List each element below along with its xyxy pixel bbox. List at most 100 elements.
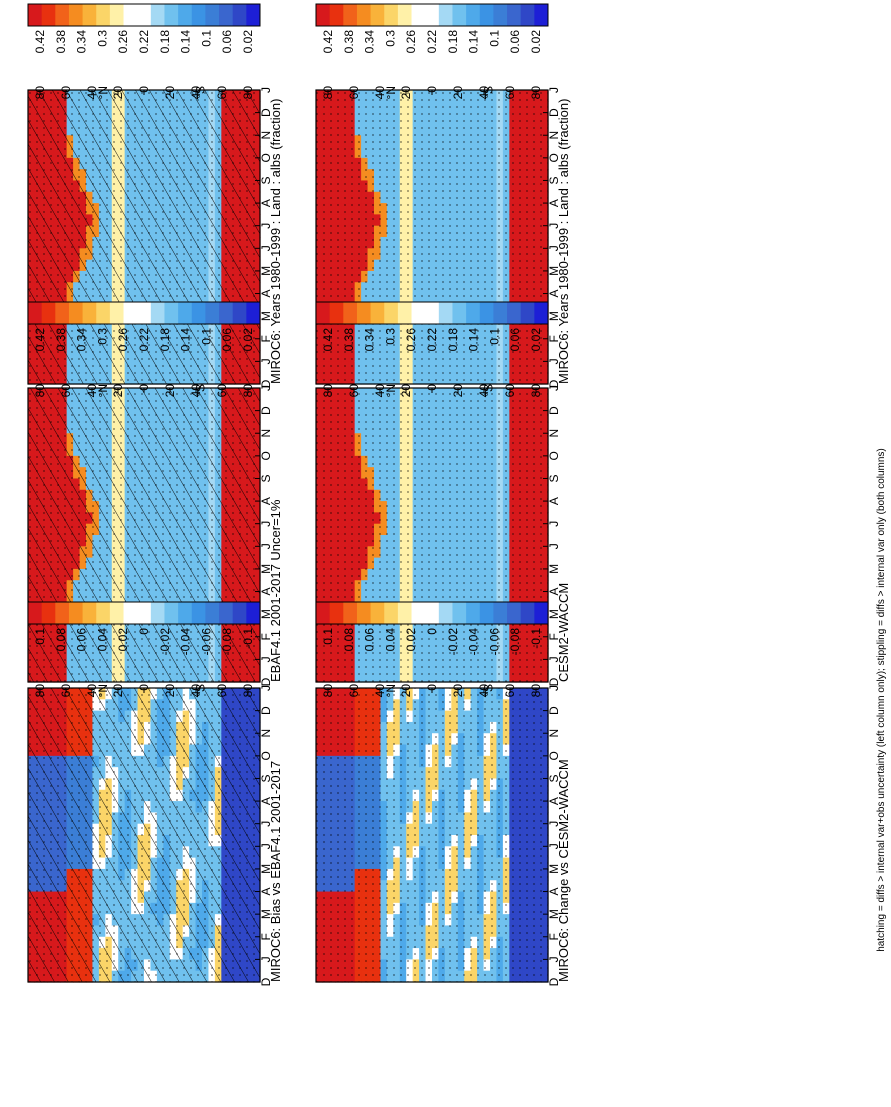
colorbar-tick-label: 0.14 xyxy=(179,30,193,54)
panel-title: MIROC6: Years 1980-1999 : Land : albs (f… xyxy=(268,99,283,384)
month-tick-label: J xyxy=(547,358,561,364)
colorbar-swatch xyxy=(466,4,481,26)
month-tick-label: M xyxy=(259,864,273,874)
colorbar-swatch xyxy=(466,302,481,324)
lat-tick-label: 40 xyxy=(477,86,491,100)
colorbar-frame xyxy=(27,601,261,625)
colorbar-swatch xyxy=(246,602,261,624)
lat-tick-label: 80 xyxy=(33,86,47,100)
lat-tick-label: 40 xyxy=(189,384,203,398)
month-tick-label: J xyxy=(259,245,273,251)
colorbar-swatch xyxy=(205,602,220,624)
hemisphere-label-north: °N xyxy=(96,384,110,397)
colorbar-tick-label: 0.02 xyxy=(241,328,255,352)
colorbar-swatch xyxy=(164,302,179,324)
plot-p4 xyxy=(315,89,549,385)
month-tick-label: M xyxy=(259,266,273,276)
month-tick-label: J xyxy=(259,821,273,827)
month-tick-label: F xyxy=(547,335,561,342)
hemisphere-label-south: °S xyxy=(193,86,207,99)
lat-tick-label: 0 xyxy=(425,86,439,93)
lat-tick-label: 80 xyxy=(241,86,255,100)
colorbar-tick-label: 0.1 xyxy=(199,328,213,345)
colorbar-swatch xyxy=(41,302,56,324)
month-tick-label: J xyxy=(259,656,273,662)
colorbar-swatch xyxy=(232,4,247,26)
colorbar-tick-label: 0.06 xyxy=(508,328,522,352)
colorbar-tick-label: 0.42 xyxy=(321,328,335,352)
colorbar-swatch xyxy=(178,4,193,26)
lat-tick-label: 40 xyxy=(373,86,387,100)
colorbar-swatch xyxy=(232,302,247,324)
month-tick-label: F xyxy=(259,335,273,342)
month-tick-label: J xyxy=(547,87,561,93)
colorbar-swatch xyxy=(493,4,508,26)
colorbar-tick-label: 0.02 xyxy=(529,30,543,54)
lat-tick-label: 80 xyxy=(529,86,543,100)
colorbar-swatch xyxy=(356,4,372,26)
colorbar-tick-label: 0.3 xyxy=(383,328,397,345)
colorbar-swatch xyxy=(55,602,70,624)
lat-tick-label: 20 xyxy=(163,86,177,100)
lat-tick-label: 80 xyxy=(241,384,255,398)
lat-tick-label: 80 xyxy=(33,684,47,698)
month-tick-label: D xyxy=(547,379,561,388)
colorbar-swatch xyxy=(507,4,522,26)
colorbar-tick-label: 0.06 xyxy=(508,30,522,54)
panel-title: MIROC6: Bias vs EBAF4.1 2001-2017 xyxy=(268,761,283,982)
colorbar-swatch xyxy=(246,302,261,324)
colorbar-swatch xyxy=(356,302,372,324)
colorbar-swatch xyxy=(452,4,467,26)
hemisphere-label-north: °N xyxy=(384,86,398,99)
lat-tick-label: 0 xyxy=(137,384,151,391)
colorbar-swatch xyxy=(150,602,165,624)
lat-tick-label: 20 xyxy=(111,384,125,398)
colorbar-swatch xyxy=(96,602,111,624)
colorbar-swatch xyxy=(534,302,549,324)
colorbar-tick-label: 0 xyxy=(137,628,151,635)
colorbar-p3: 0.1 0.08 0.06 0.04 0.02 0 -0.02 -0.04 -0.06 -0.08… xyxy=(27,601,261,655)
month-tick-label: D xyxy=(547,108,561,117)
month-tick-label: J xyxy=(547,245,561,251)
colorbar-swatch xyxy=(343,302,358,324)
colorbar-tick-label: 0.14 xyxy=(179,328,193,352)
colorbar-swatch xyxy=(219,4,234,26)
lat-tick-label: 20 xyxy=(111,86,125,100)
month-tick-label: D xyxy=(259,379,273,388)
month-tick-label: D xyxy=(259,406,273,415)
colorbar-swatch xyxy=(96,4,111,26)
month-tick-label: J xyxy=(259,521,273,527)
plot-p2 xyxy=(27,387,261,683)
lat-tick-label: 20 xyxy=(163,384,177,398)
colorbar-swatch xyxy=(411,302,426,324)
colorbar-tick-label: -0.1 xyxy=(241,628,255,649)
month-tick-label: J xyxy=(259,543,273,549)
month-tick-label: M xyxy=(259,609,273,619)
month-tick-label: S xyxy=(259,774,273,782)
month-tick-label: O xyxy=(259,451,273,460)
colorbar-tick-label: 0.1 xyxy=(487,30,501,47)
colorbar-tick-label: 0.08 xyxy=(54,628,68,652)
colorbar-tick-label: 0.3 xyxy=(95,30,109,47)
colorbar-tick-label: 0.18 xyxy=(158,30,172,54)
month-tick-label: J xyxy=(547,223,561,229)
month-tick-label: D xyxy=(259,977,273,986)
lat-tick-label: 60 xyxy=(215,86,229,100)
colorbar-swatch xyxy=(520,302,535,324)
month-tick-label: A xyxy=(547,290,561,298)
colorbar-frame xyxy=(315,301,549,325)
colorbar-swatch xyxy=(41,4,56,26)
colorbar-tick-label: 0.42 xyxy=(33,328,47,352)
month-tick-label: D xyxy=(259,706,273,715)
panel-p2: 0.42 0.38 0.34 0.3 0.26 0.22 0.18 0.14 0.1 0.06 0.… xyxy=(27,301,283,686)
colorbar-swatch xyxy=(205,4,220,26)
colorbar-swatch xyxy=(343,4,358,26)
month-tick-label: N xyxy=(547,131,561,140)
colorbar-swatch xyxy=(191,602,206,624)
month-tick-label: M xyxy=(547,266,561,276)
colorbar-swatch xyxy=(397,4,413,26)
lat-tick-label: 60 xyxy=(503,86,517,100)
month-tick-label: A xyxy=(259,290,273,298)
month-tick-label: A xyxy=(259,797,273,805)
